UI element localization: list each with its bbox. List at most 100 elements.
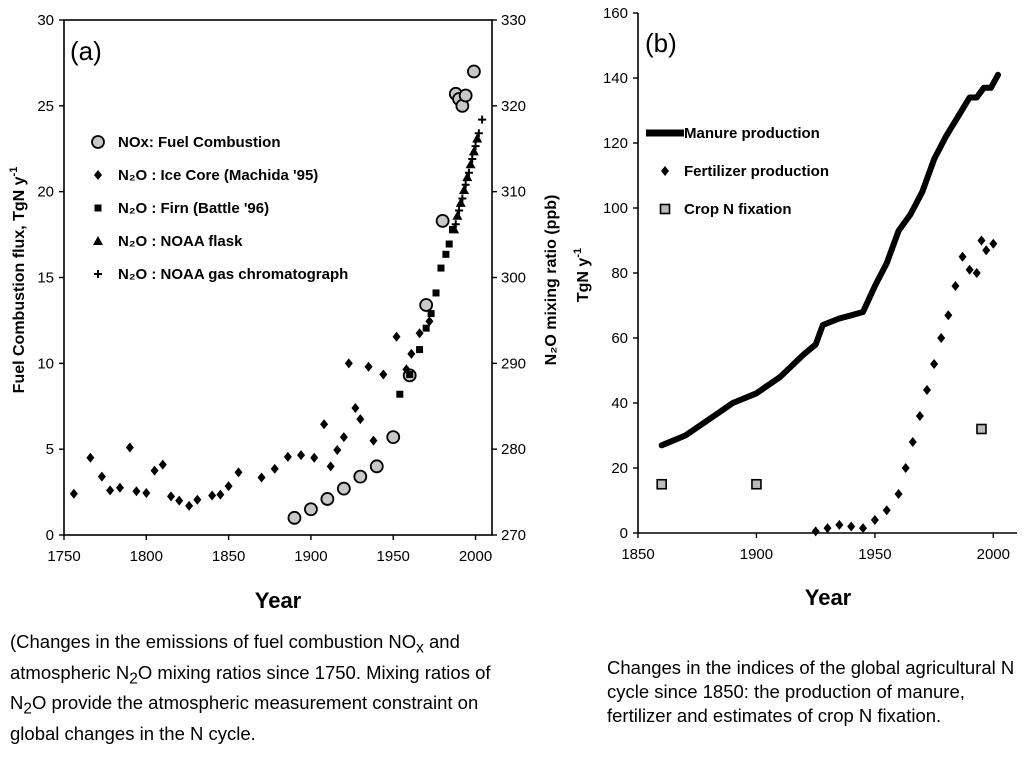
data-point-a [224,481,233,492]
x-tick-label-b: 1950 [858,546,891,563]
x-tick-label-a: 1950 [377,548,410,565]
y2-tick-label-a: 270 [501,527,526,544]
legend-b: Manure production Fertilizer production Cr… [646,125,829,218]
panel-label-a: (a) [70,36,102,66]
data-point-a [353,469,368,484]
x-tick-label-b: 2000 [977,546,1010,563]
data-point-b [951,281,960,291]
x-tick-label-a: 1750 [47,548,80,565]
data-point-a [297,450,306,461]
data-point-a [464,168,473,177]
caption-panel-a: (Changes in the emissions of fuel combus… [10,631,491,745]
data-point-a [407,348,416,359]
data-point-a [471,142,480,151]
data-marks-a [69,64,487,525]
y-tick-label-b: 140 [603,70,628,87]
data-point-a [458,88,473,103]
legend-marker-a [91,135,105,149]
data-point-b [972,268,981,278]
data-point-b [965,264,974,275]
y2-tick-label-a: 320 [501,98,526,115]
x-tick-label-a: 2000 [459,548,492,565]
data-point-a [208,490,217,501]
data-point-a [234,467,243,478]
data-point-a [142,487,151,498]
x-tick-label-a: 1850 [212,548,245,565]
figure-canvas: (a) 1750 1800 1850 1900 1950 2000 0 5 10 15 20 25 3… [8,5,1017,613]
x-tick-label-b: 1900 [740,546,773,563]
data-point-b [930,359,939,369]
y-axis-title-a: Fuel Combustion flux, TgN y-1 [8,167,28,394]
data-point-a [344,358,353,369]
y-tick-label-a: 10 [37,355,54,372]
data-point-a [451,220,460,229]
data-point-a [175,495,184,506]
data-point-a [336,481,351,496]
chart-panel-b: (b) 1850 1900 1950 2000 0 20 40 60 80 100 120 140 1… [572,5,1017,610]
data-point-a [115,482,124,493]
data-point-b [835,519,844,530]
data-point-b [656,478,667,490]
data-point-a [356,414,365,425]
data-point-a [326,461,335,472]
data-point-b [937,333,946,343]
y-tick-label-a: 15 [37,270,54,287]
data-point-a [167,491,175,502]
data-point-a [106,485,115,496]
data-point-b [944,310,953,321]
y2-tick-label-a: 330 [501,12,526,29]
legend-marker-a [94,204,102,212]
data-point-a [320,492,335,506]
y-tick-label-a: 30 [37,12,54,29]
panel-label-b: (b) [645,28,677,58]
y-tick-label-a: 20 [37,184,54,201]
legend-marker-a [94,270,102,278]
y-tick-label-b: 160 [603,5,628,22]
legend-label-a: N₂O : NOAA gas chromatograph [118,266,348,283]
legend-label-a: NOx: Fuel Combustion [118,134,281,151]
legend-a: NOx: Fuel Combustion N₂O : Ice Core (Mach… [91,134,348,283]
data-point-a [320,419,329,430]
data-point-b [989,238,998,249]
data-point-a [270,463,279,474]
data-point-a [333,445,342,456]
y2-tick-label-a: 310 [501,184,526,201]
data-point-b [977,235,986,246]
data-point-a [132,486,141,497]
data-point-a [392,331,401,342]
data-point-a [150,465,159,476]
data-point-a [468,155,477,164]
data-point-a [339,432,348,443]
data-point-a [422,324,430,332]
data-point-a [86,452,95,463]
data-point-a [364,361,373,372]
data-point-b [982,245,991,256]
data-point-b [894,489,903,499]
data-point-a [419,298,434,312]
data-point-a [193,494,202,505]
legend-label-a: N₂O : Ice Core (Machida '95) [118,167,318,184]
y-tick-label-b: 60 [611,330,628,347]
data-point-b [870,515,879,525]
data-point-a [462,172,473,182]
data-point-a [158,459,167,470]
x-axis-title-b: Year [805,585,852,610]
y2-tick-label-a: 300 [501,270,526,287]
data-point-a [283,451,292,462]
data-point-b [915,411,924,421]
data-point-b [751,478,762,490]
data-point-a [459,184,470,194]
data-point-a [69,488,78,499]
legend-label-a: N₂O : Firn (Battle '96) [118,200,269,217]
data-point-a [310,452,319,463]
data-point-a [257,472,266,483]
data-point-a [461,180,470,189]
data-point-a [287,510,302,525]
data-point-a [468,146,479,156]
y2-tick-label-a: 290 [501,355,526,372]
legend-label-b: Manure production [684,125,820,142]
data-point-a [216,489,225,500]
data-point-a [472,133,483,143]
x-tick-label-b: 1850 [621,546,654,563]
data-point-a [432,289,440,297]
